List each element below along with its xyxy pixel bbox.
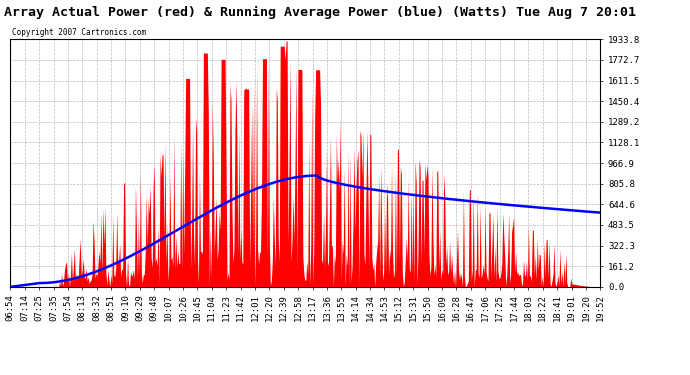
Text: Copyright 2007 Cartronics.com: Copyright 2007 Cartronics.com [12, 28, 146, 37]
Text: West Array Actual Power (red) & Running Average Power (blue) (Watts) Tue Aug 7 2: West Array Actual Power (red) & Running … [0, 6, 636, 19]
